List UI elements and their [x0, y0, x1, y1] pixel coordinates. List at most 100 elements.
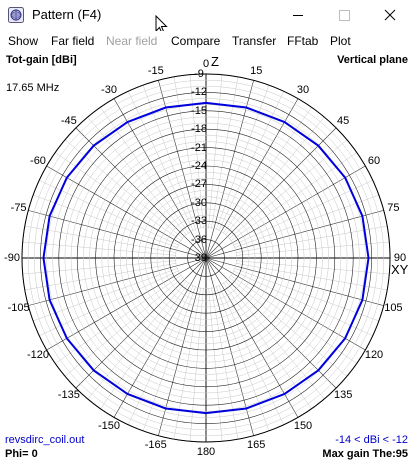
grid-fine-radial: [24, 262, 177, 291]
menu-compare[interactable]: Compare: [171, 34, 221, 48]
grid-fine-radial: [142, 286, 196, 431]
grid-circle: [150, 202, 262, 314]
grid-fine-radial: [210, 76, 239, 229]
menu-far-field[interactable]: Far field: [51, 34, 95, 48]
angle-label: 30: [296, 83, 310, 96]
gain-range-label: -14 < dBi < -12: [335, 434, 408, 446]
grid-fine-radial: [225, 116, 325, 236]
grid-circle: [187, 239, 225, 277]
grid-fine-circle: [175, 227, 237, 289]
grid-fine-radial: [218, 91, 284, 231]
angle-label: 15: [250, 64, 263, 77]
gain-pattern-line: [42, 101, 370, 415]
gain-tick-label: -9: [194, 68, 204, 80]
grid-fine-radial: [235, 260, 390, 275]
grid-fine-radial: [33, 194, 178, 248]
max-gain-label: Max gain The:95: [322, 448, 408, 460]
grid-fine-radial: [189, 74, 204, 229]
grid-circle: [168, 220, 244, 296]
grid-circle: [132, 184, 280, 332]
grid-fine-circle: [34, 86, 378, 430]
angle-label: -150: [97, 420, 121, 432]
grid-fine-radial: [39, 270, 179, 336]
grid-fine-circle: [101, 153, 311, 363]
grid-fine-radial: [87, 280, 187, 400]
gain-tick-label: -39: [191, 252, 207, 264]
grid-fine-circle: [64, 116, 348, 400]
grid-fine-circle: [156, 208, 256, 308]
gain-tick-label: -36: [191, 233, 207, 246]
grid-fine-radial: [225, 280, 325, 400]
angle-label: 90: [393, 252, 407, 264]
menu-fftab[interactable]: FFtab: [287, 34, 319, 48]
angle-label: 165: [247, 439, 266, 452]
grid-fine-radial: [235, 225, 388, 254]
grid-fine-radial: [173, 76, 202, 229]
grid-fine-circle: [138, 190, 274, 326]
grid-fine-radial: [100, 282, 189, 409]
gain-tick-label: -18: [191, 123, 207, 136]
grid-fine-radial: [128, 285, 194, 425]
grid-circle: [113, 165, 299, 351]
grid-fine-radial: [39, 180, 179, 246]
menu-bar: Show Far field Near field Compare Transf…: [0, 31, 413, 52]
grid-fine-radial: [218, 285, 284, 425]
angle-label: 135: [333, 389, 353, 402]
quantity-label: Tot-gain [dBi]: [6, 54, 77, 66]
grid-fine-radial: [128, 91, 194, 231]
grid-fine-radial: [223, 282, 312, 409]
gain-tick-label: -21: [191, 141, 207, 154]
grid-fine-circle: [27, 79, 385, 437]
polar-grid: [21, 73, 391, 443]
grid-fine-radial: [210, 287, 239, 440]
window-titlebar[interactable]: Pattern (F4): [0, 0, 413, 35]
grid-fine-radial: [234, 194, 379, 248]
angle-label: -15: [147, 64, 164, 77]
grid-fine-radial: [208, 287, 223, 442]
grid-fine-circle: [144, 196, 268, 320]
angle-label: -120: [26, 349, 49, 361]
grid-fine-radial: [223, 107, 312, 234]
angle-label: 45: [337, 114, 350, 127]
angle-label: 0: [202, 58, 210, 70]
angle-label: 180: [196, 446, 216, 458]
xy-axis-label: XY: [391, 262, 409, 277]
frequency-label: 17.65 MHz: [6, 82, 60, 94]
gain-tick-label: -12: [191, 86, 207, 99]
grid-fine-radial: [142, 85, 196, 230]
window-title: Pattern (F4): [32, 7, 102, 22]
grid-fine-circle: [70, 122, 342, 394]
grid-fine-radial: [100, 107, 189, 234]
minimize-button[interactable]: [275, 0, 321, 31]
grid-fine-radial: [216, 286, 270, 431]
gain-tick-label: -15: [191, 104, 207, 117]
menu-near-field[interactable]: Near field: [106, 34, 158, 48]
polar-chart: [21, 73, 391, 443]
grid-fine-circle: [46, 98, 366, 418]
maximize-button[interactable]: [321, 0, 367, 31]
grid-fine-circle: [126, 178, 286, 338]
grid-fine-radial: [24, 225, 177, 254]
grid-fine-circle: [107, 159, 305, 357]
grid-fine-radial: [233, 270, 373, 336]
menu-plot[interactable]: Plot: [330, 34, 351, 48]
gain-pattern: [42, 101, 370, 415]
close-button[interactable]: [367, 0, 413, 31]
angle-label: -165: [144, 439, 167, 452]
phi-label: Phi= 0: [5, 448, 38, 460]
grid-fine-radial: [22, 260, 177, 275]
angle-label: -60: [30, 155, 46, 167]
menu-transfer[interactable]: Transfer: [232, 34, 277, 48]
grid-fine-radial: [233, 180, 373, 246]
angle-label: 60: [367, 155, 381, 167]
grid-circle: [95, 147, 317, 369]
grid-fine-circle: [52, 104, 360, 412]
grid-circle: [58, 110, 354, 406]
angle-label: 105: [384, 302, 403, 315]
angle-label: -90: [4, 252, 20, 264]
grid-fine-radial: [22, 241, 177, 256]
grid-fine-radial: [173, 287, 202, 440]
angle-label: 120: [364, 349, 384, 361]
menu-show[interactable]: Show: [8, 34, 39, 48]
polar-plot-area[interactable]: 0 15 30 45 60 75 90 105 120 135 150 165 180 -165 -150 -…: [0, 52, 413, 463]
